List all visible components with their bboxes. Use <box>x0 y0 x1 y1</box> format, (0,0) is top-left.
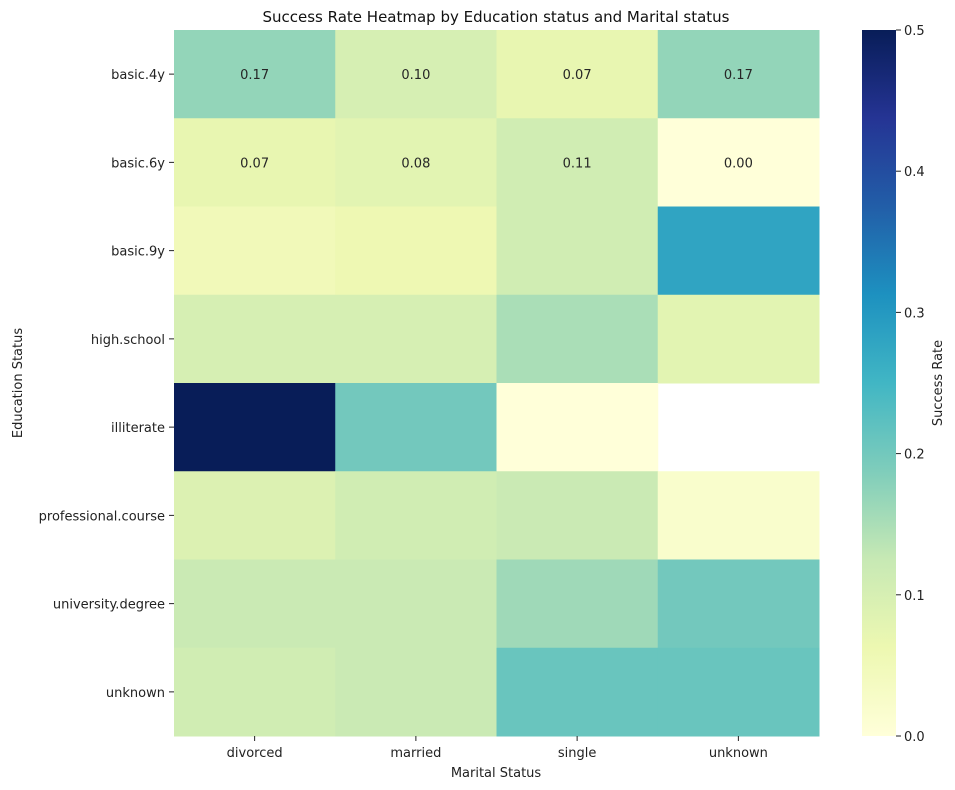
y-tick-label: unknown <box>106 686 165 701</box>
heatmap-cell <box>335 294 497 384</box>
y-tick-label: university.degree <box>53 598 165 613</box>
heatmap-cell <box>174 206 336 296</box>
cell-value-label: 0.08 <box>401 156 430 171</box>
cell-value-label: 0.00 <box>724 156 753 171</box>
heatmap-cell <box>335 30 497 119</box>
heatmap-cell <box>335 647 497 737</box>
colorbar <box>862 30 896 736</box>
heatmap-cell <box>657 206 820 296</box>
x-axis-label: Marital Status <box>451 766 542 781</box>
x-tick-label: single <box>558 746 597 761</box>
heatmap-cell <box>496 471 659 560</box>
cell-value-label: 0.11 <box>563 156 592 171</box>
heatmap-cell <box>335 559 497 649</box>
heatmap-cell <box>335 118 497 207</box>
heatmap-cells <box>174 30 820 737</box>
heatmap-cell <box>657 647 820 737</box>
heatmap-cell <box>174 30 336 119</box>
heatmap-cell <box>496 559 659 649</box>
x-tick-label: married <box>390 746 441 761</box>
cell-value-label: 0.07 <box>240 156 269 171</box>
heatmap-cell <box>496 30 659 119</box>
colorbar-tick-label: 0.3 <box>904 306 925 321</box>
colorbar-tick-label: 0.1 <box>904 589 925 604</box>
heatmap-cell <box>657 118 820 207</box>
heatmap-cell <box>496 206 659 296</box>
colorbar-ticks: 0.0 0.1 0.2 0.3 0.4 0.5 <box>896 24 925 745</box>
y-axis-label: Education Status <box>11 328 26 439</box>
y-tick-label: basic.9y <box>111 245 165 260</box>
y-tick-label: high.school <box>91 333 165 348</box>
heatmap-cell <box>657 471 820 560</box>
y-tick-label: basic.4y <box>111 68 165 83</box>
heatmap-cell <box>657 559 820 649</box>
heatmap-cell <box>657 294 820 384</box>
y-axis-ticks: basic.4y basic.6y basic.9y high.school illit… <box>39 68 174 701</box>
colorbar-label: Success Rate <box>931 340 946 426</box>
colorbar-tick-label: 0.5 <box>904 24 925 39</box>
y-tick-label: illiterate <box>111 421 165 436</box>
cell-value-label: 0.17 <box>240 68 269 83</box>
heatmap-cell-labels: 0.17 0.10 0.07 0.17 0.07 0.08 0.11 0.00 <box>240 68 753 171</box>
chart-title: Success Rate Heatmap by Education status… <box>262 8 729 26</box>
colorbar-gradient <box>862 30 896 736</box>
x-axis-ticks: divorced married single unknown <box>227 736 768 761</box>
y-tick-label: professional.course <box>39 509 165 524</box>
heatmap-cell <box>174 647 336 737</box>
heatmap-cell <box>496 294 659 384</box>
cell-value-label: 0.17 <box>724 68 753 83</box>
colorbar-tick-label: 0.0 <box>904 730 925 745</box>
heatmap-cell <box>496 647 659 737</box>
cell-value-label: 0.10 <box>401 68 430 83</box>
x-tick-label: unknown <box>709 746 768 761</box>
x-tick-label: divorced <box>227 746 283 761</box>
heatmap-cell <box>174 294 336 384</box>
heatmap-cell <box>496 383 659 472</box>
heatmap-cell <box>174 118 336 207</box>
heatmap-cell <box>335 383 497 472</box>
heatmap-cell <box>174 383 336 472</box>
colorbar-tick-label: 0.2 <box>904 448 925 463</box>
heatmap-cell <box>174 559 336 649</box>
heatmap-cell <box>174 471 336 560</box>
heatmap-cell <box>335 471 497 560</box>
cell-value-label: 0.07 <box>563 68 592 83</box>
heatmap-cell <box>335 206 497 296</box>
heatmap-cell <box>496 118 659 207</box>
y-tick-label: basic.6y <box>111 156 165 171</box>
colorbar-tick-label: 0.4 <box>904 165 925 180</box>
heatmap-cell <box>657 30 820 119</box>
